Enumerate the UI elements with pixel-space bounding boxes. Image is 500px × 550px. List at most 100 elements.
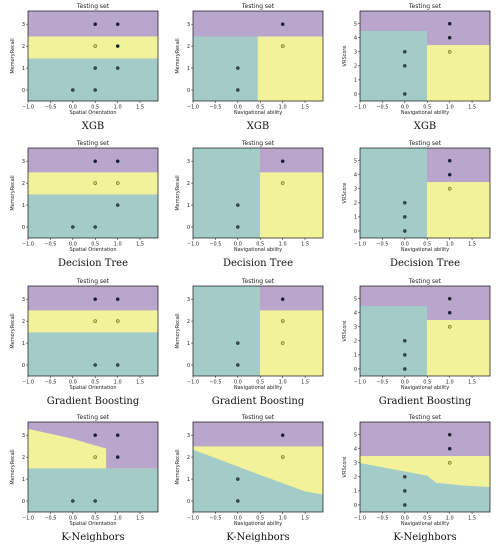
data-point: [447, 324, 452, 329]
data-point: [115, 22, 120, 27]
decision-region-high: [360, 11, 490, 46]
data-point: [93, 433, 97, 438]
y-tick-label: 3: [187, 297, 190, 303]
data-point: [235, 477, 240, 481]
y-tick-label: 4: [354, 311, 357, 317]
x-axis-label: Spatial Orientation: [69, 110, 116, 116]
axes-frame: [192, 285, 324, 377]
y-tick-label: 3: [22, 22, 25, 28]
model-caption: Decision Tree: [58, 258, 128, 269]
y-tick-label: 3: [354, 461, 357, 467]
x-tick-label: 0.0: [234, 380, 242, 386]
data-point: [280, 181, 285, 185]
y-tick-label: 4: [354, 447, 357, 453]
data-point: [402, 353, 407, 357]
x-tick-label: 0.0: [234, 105, 242, 111]
y-tick-label: 0: [354, 229, 357, 235]
y-tick-label: 2: [22, 181, 25, 187]
x-tick-label: 1.0: [114, 105, 122, 111]
data-point: [115, 44, 120, 48]
x-tick-label: 0.5: [256, 516, 264, 522]
decision-region-low: [28, 57, 158, 101]
data-point: [93, 88, 97, 92]
x-tick-label: −0.5: [44, 105, 56, 111]
decision-region-high: [28, 11, 158, 37]
y-tick-label: 0: [187, 499, 190, 505]
data-point: [115, 159, 120, 163]
x-tick-label: −1.0: [22, 105, 34, 111]
y-tick-label: 2: [187, 319, 190, 325]
x-tick-label: 0.5: [423, 380, 431, 386]
data-point: [447, 460, 452, 465]
x-tick-label: 1.5: [468, 105, 476, 111]
decision-region-low: [193, 286, 261, 376]
y-tick-label: 2: [187, 455, 190, 461]
x-tick-label: 0.0: [401, 516, 409, 522]
decision-region-high: [360, 422, 490, 457]
x-tick-label: 0.0: [69, 105, 77, 111]
data-point: [115, 297, 120, 302]
model-caption: Decision Tree: [223, 258, 293, 269]
y-tick-label: 5: [354, 432, 357, 438]
y-tick-label: 1: [354, 215, 357, 221]
y-tick-label: 1: [22, 341, 25, 347]
y-tick-label: 2: [354, 339, 357, 345]
decision-region-mid: [257, 35, 323, 101]
data-point: [280, 297, 285, 302]
data-point: [402, 338, 407, 343]
model-caption: K-Neighbors: [226, 532, 289, 543]
data-point: [71, 88, 75, 92]
data-point: [402, 367, 407, 371]
subplot-title: Testing set: [241, 140, 275, 147]
x-axis-label: Navigational ability: [401, 521, 449, 527]
x-tick-label: 0.5: [256, 105, 264, 111]
data-point: [447, 186, 452, 191]
axes-frame: [27, 147, 159, 239]
x-tick-label: 1.5: [136, 105, 144, 111]
x-tick-label: 1.5: [136, 242, 144, 248]
x-tick-label: 0.5: [91, 516, 99, 522]
plot-area: [193, 11, 323, 101]
data-point: [93, 159, 97, 163]
x-axis-label: Navigational ability: [234, 247, 282, 253]
subplot-r2-c2: Testing set −1.0 −0.5 0.0 0.5 1.0 1.5 0 1 2 3 4 5 Nav…: [342, 278, 491, 407]
data-point: [402, 92, 407, 96]
y-tick-label: 0: [187, 363, 190, 369]
data-point: [235, 341, 240, 345]
decision-region-mid: [426, 181, 490, 238]
x-tick-label: 1.0: [446, 242, 454, 248]
axes-frame: [192, 421, 324, 513]
x-tick-label: −0.5: [376, 242, 388, 248]
y-tick-label: 2: [354, 64, 357, 70]
x-tick-label: 0.0: [401, 105, 409, 111]
subplot-title: Testing set: [408, 278, 442, 285]
x-tick-label: 0.0: [401, 380, 409, 386]
x-tick-label: 1.5: [468, 242, 476, 248]
x-tick-label: 1.0: [446, 516, 454, 522]
data-point: [93, 66, 97, 70]
data-point: [447, 432, 452, 437]
decision-region-low: [360, 30, 428, 101]
x-axis-label: Navigational ability: [401, 247, 449, 253]
x-tick-label: 0.0: [69, 516, 77, 522]
y-tick-label: 5: [354, 21, 357, 27]
y-tick-label: 5: [354, 158, 357, 164]
y-axis-label: MemoryRecall: [10, 38, 16, 73]
x-axis-label: Navigational ability: [234, 385, 282, 391]
subplot-title: Testing set: [76, 414, 110, 421]
data-point: [115, 66, 120, 70]
y-tick-label: 3: [354, 187, 357, 193]
axes-frame: [359, 10, 491, 102]
x-tick-label: 1.5: [136, 516, 144, 522]
x-axis-label: Navigational ability: [401, 110, 449, 116]
decision-region-low: [28, 193, 158, 238]
data-point: [402, 489, 407, 493]
y-tick-label: 3: [22, 159, 25, 165]
y-tick-label: 1: [354, 489, 357, 495]
x-tick-label: 1.0: [114, 380, 122, 386]
data-point: [280, 22, 285, 27]
data-point: [280, 159, 285, 163]
subplot-r0-c0: Testing set −1.0 −0.5 0.0 0.5 1.0 1.5 0 1 2 3 Spati…: [10, 3, 159, 132]
subplot-r1-c2: Testing set −1.0 −0.5 0.0 0.5 1.0 1.5 0 1 2 3 4 5 Nav…: [342, 140, 491, 269]
